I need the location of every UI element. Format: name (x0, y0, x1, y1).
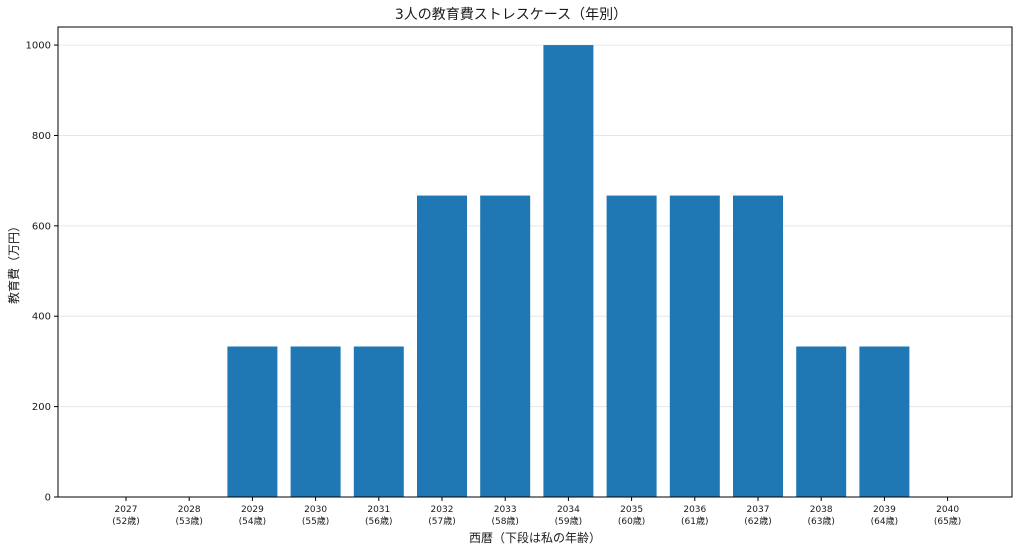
x-tick-label-year: 2035 (620, 505, 643, 515)
x-tick-label-year: 2031 (367, 505, 390, 515)
x-tick-label-year: 2039 (873, 505, 896, 515)
bar-2032 (417, 195, 467, 497)
x-tick-label-age: (64歳) (871, 515, 898, 527)
bar-2031 (353, 346, 404, 497)
x-tick-label-age: (58歳) (491, 515, 518, 527)
bar-2037 (733, 195, 783, 497)
x-tick-label-age: (55歳) (302, 515, 329, 527)
bars (227, 45, 910, 497)
bar-2035 (606, 195, 657, 497)
x-tick-label-age: (52歳) (112, 515, 139, 527)
y-tick-label: 800 (32, 131, 51, 142)
x-tick-label-year: 2032 (431, 505, 454, 515)
x-tick-label-age: (59歳) (555, 515, 582, 527)
x-tick-label-year: 2034 (557, 505, 580, 515)
x-tick-label-age: (63歳) (807, 515, 834, 527)
x-tick-label-age: (54歳) (239, 515, 266, 527)
x-tick-label-age: (53歳) (175, 515, 202, 527)
bar-2030 (290, 346, 341, 497)
x-tick-label-age: (65歳) (934, 515, 961, 527)
bar-2033 (480, 195, 531, 497)
x-axis-ticks: 2027(52歳) 2028(53歳) 2029(54歳) 2030(55歳) 2031… (112, 497, 961, 527)
x-tick-label-year: 2030 (304, 505, 327, 515)
x-tick-label-year: 2028 (178, 505, 201, 515)
y-tick-label: 400 (32, 312, 51, 323)
x-tick-label-year: 2037 (747, 505, 770, 515)
y-tick-label: 600 (32, 221, 51, 232)
y-tick-label: 0 (45, 493, 51, 504)
y-axis-title: 教育費（万円） (6, 220, 21, 304)
bar-2039 (859, 346, 910, 497)
plot-frame (57, 26, 1013, 498)
y-tick-label: 200 (32, 402, 51, 413)
chart-title: 3人の教育費ストレスケース（年別） (395, 7, 627, 23)
x-tick-label-year: 2036 (683, 505, 706, 515)
x-tick-label-year: 2038 (810, 505, 833, 515)
bar-2034 (543, 45, 594, 497)
gridlines (58, 44, 1012, 408)
bar-2029 (227, 346, 278, 497)
x-tick-label-year: 2029 (241, 505, 264, 515)
x-tick-label-age: (57歳) (428, 515, 455, 527)
x-tick-label-age: (56歳) (365, 515, 392, 527)
y-tick-label: 1000 (26, 41, 51, 52)
x-tick-label-age: (62歳) (744, 515, 771, 527)
x-tick-label-age: (61歳) (681, 515, 708, 527)
x-tick-label-year: 2040 (936, 505, 959, 515)
bar-2036 (669, 195, 720, 497)
y-axis-ticks: 0 200 400 600 800 1000 (26, 41, 58, 504)
x-axis-title: 西暦（下段は私の年齢） (469, 530, 601, 545)
bar-2038 (796, 346, 847, 497)
x-tick-label-year: 2027 (115, 505, 138, 515)
x-tick-label-year: 2033 (494, 505, 517, 515)
x-tick-label-age: (60歳) (618, 515, 645, 527)
